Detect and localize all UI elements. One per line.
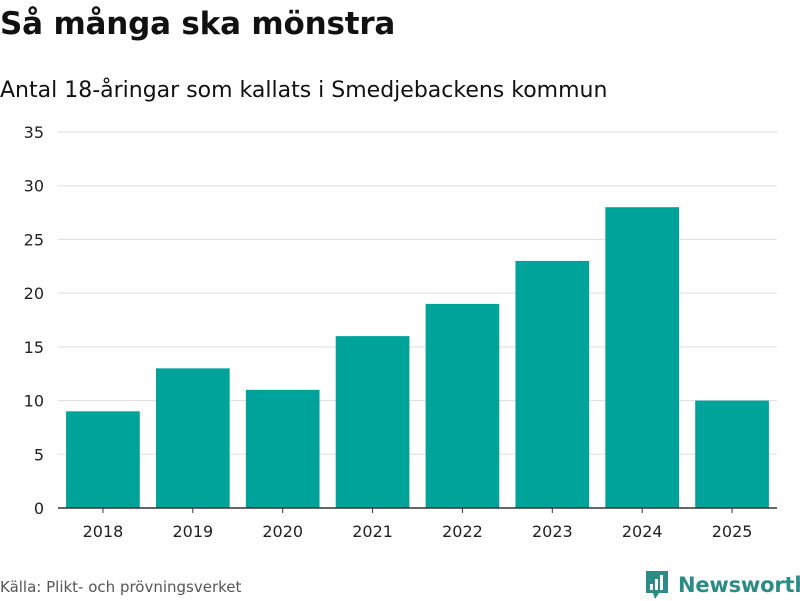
x-tick-label-2020: 2020 — [262, 522, 303, 541]
x-tick-label-2023: 2023 — [532, 522, 573, 541]
chart-subtitle: Antal 18-åringar som kallats i Smedjebac… — [0, 78, 608, 103]
x-tick-label-2021: 2021 — [352, 522, 393, 541]
bar-2020 — [245, 389, 320, 508]
bar-2019 — [155, 368, 230, 508]
bars — [66, 207, 769, 508]
y-tick-label-35: 35 — [24, 123, 44, 142]
x-tick-label-2022: 2022 — [442, 522, 483, 541]
bar-2021 — [335, 336, 410, 508]
brand-name: Newsworthy — [678, 573, 800, 597]
bar-2025 — [695, 400, 769, 508]
source-note: Källa: Plikt- och prövningsverket — [0, 578, 242, 596]
y-tick-label-30: 30 — [24, 177, 44, 196]
y-tick-label-20: 20 — [24, 284, 44, 303]
x-tick-label-2025: 2025 — [712, 522, 753, 541]
y-tick-label-10: 10 — [24, 392, 44, 411]
x-tick-label-2018: 2018 — [83, 522, 124, 541]
y-tick-label-0: 0 — [34, 499, 44, 518]
y-tick-label-25: 25 — [24, 230, 44, 249]
brand-logo: Newsworthy — [644, 569, 800, 601]
bar-2023 — [515, 260, 590, 508]
x-tick-label-2024: 2024 — [622, 522, 663, 541]
y-tick-label-15: 15 — [24, 338, 44, 357]
bar-2022 — [425, 303, 500, 508]
bar-2018 — [66, 411, 140, 508]
x-tick-label-2019: 2019 — [172, 522, 213, 541]
bar-chart-logo-icon — [646, 571, 668, 599]
y-tick-label-5: 5 — [34, 445, 44, 464]
bar-2024 — [605, 207, 680, 508]
chart-title: Så många ska mönstra — [0, 6, 396, 42]
